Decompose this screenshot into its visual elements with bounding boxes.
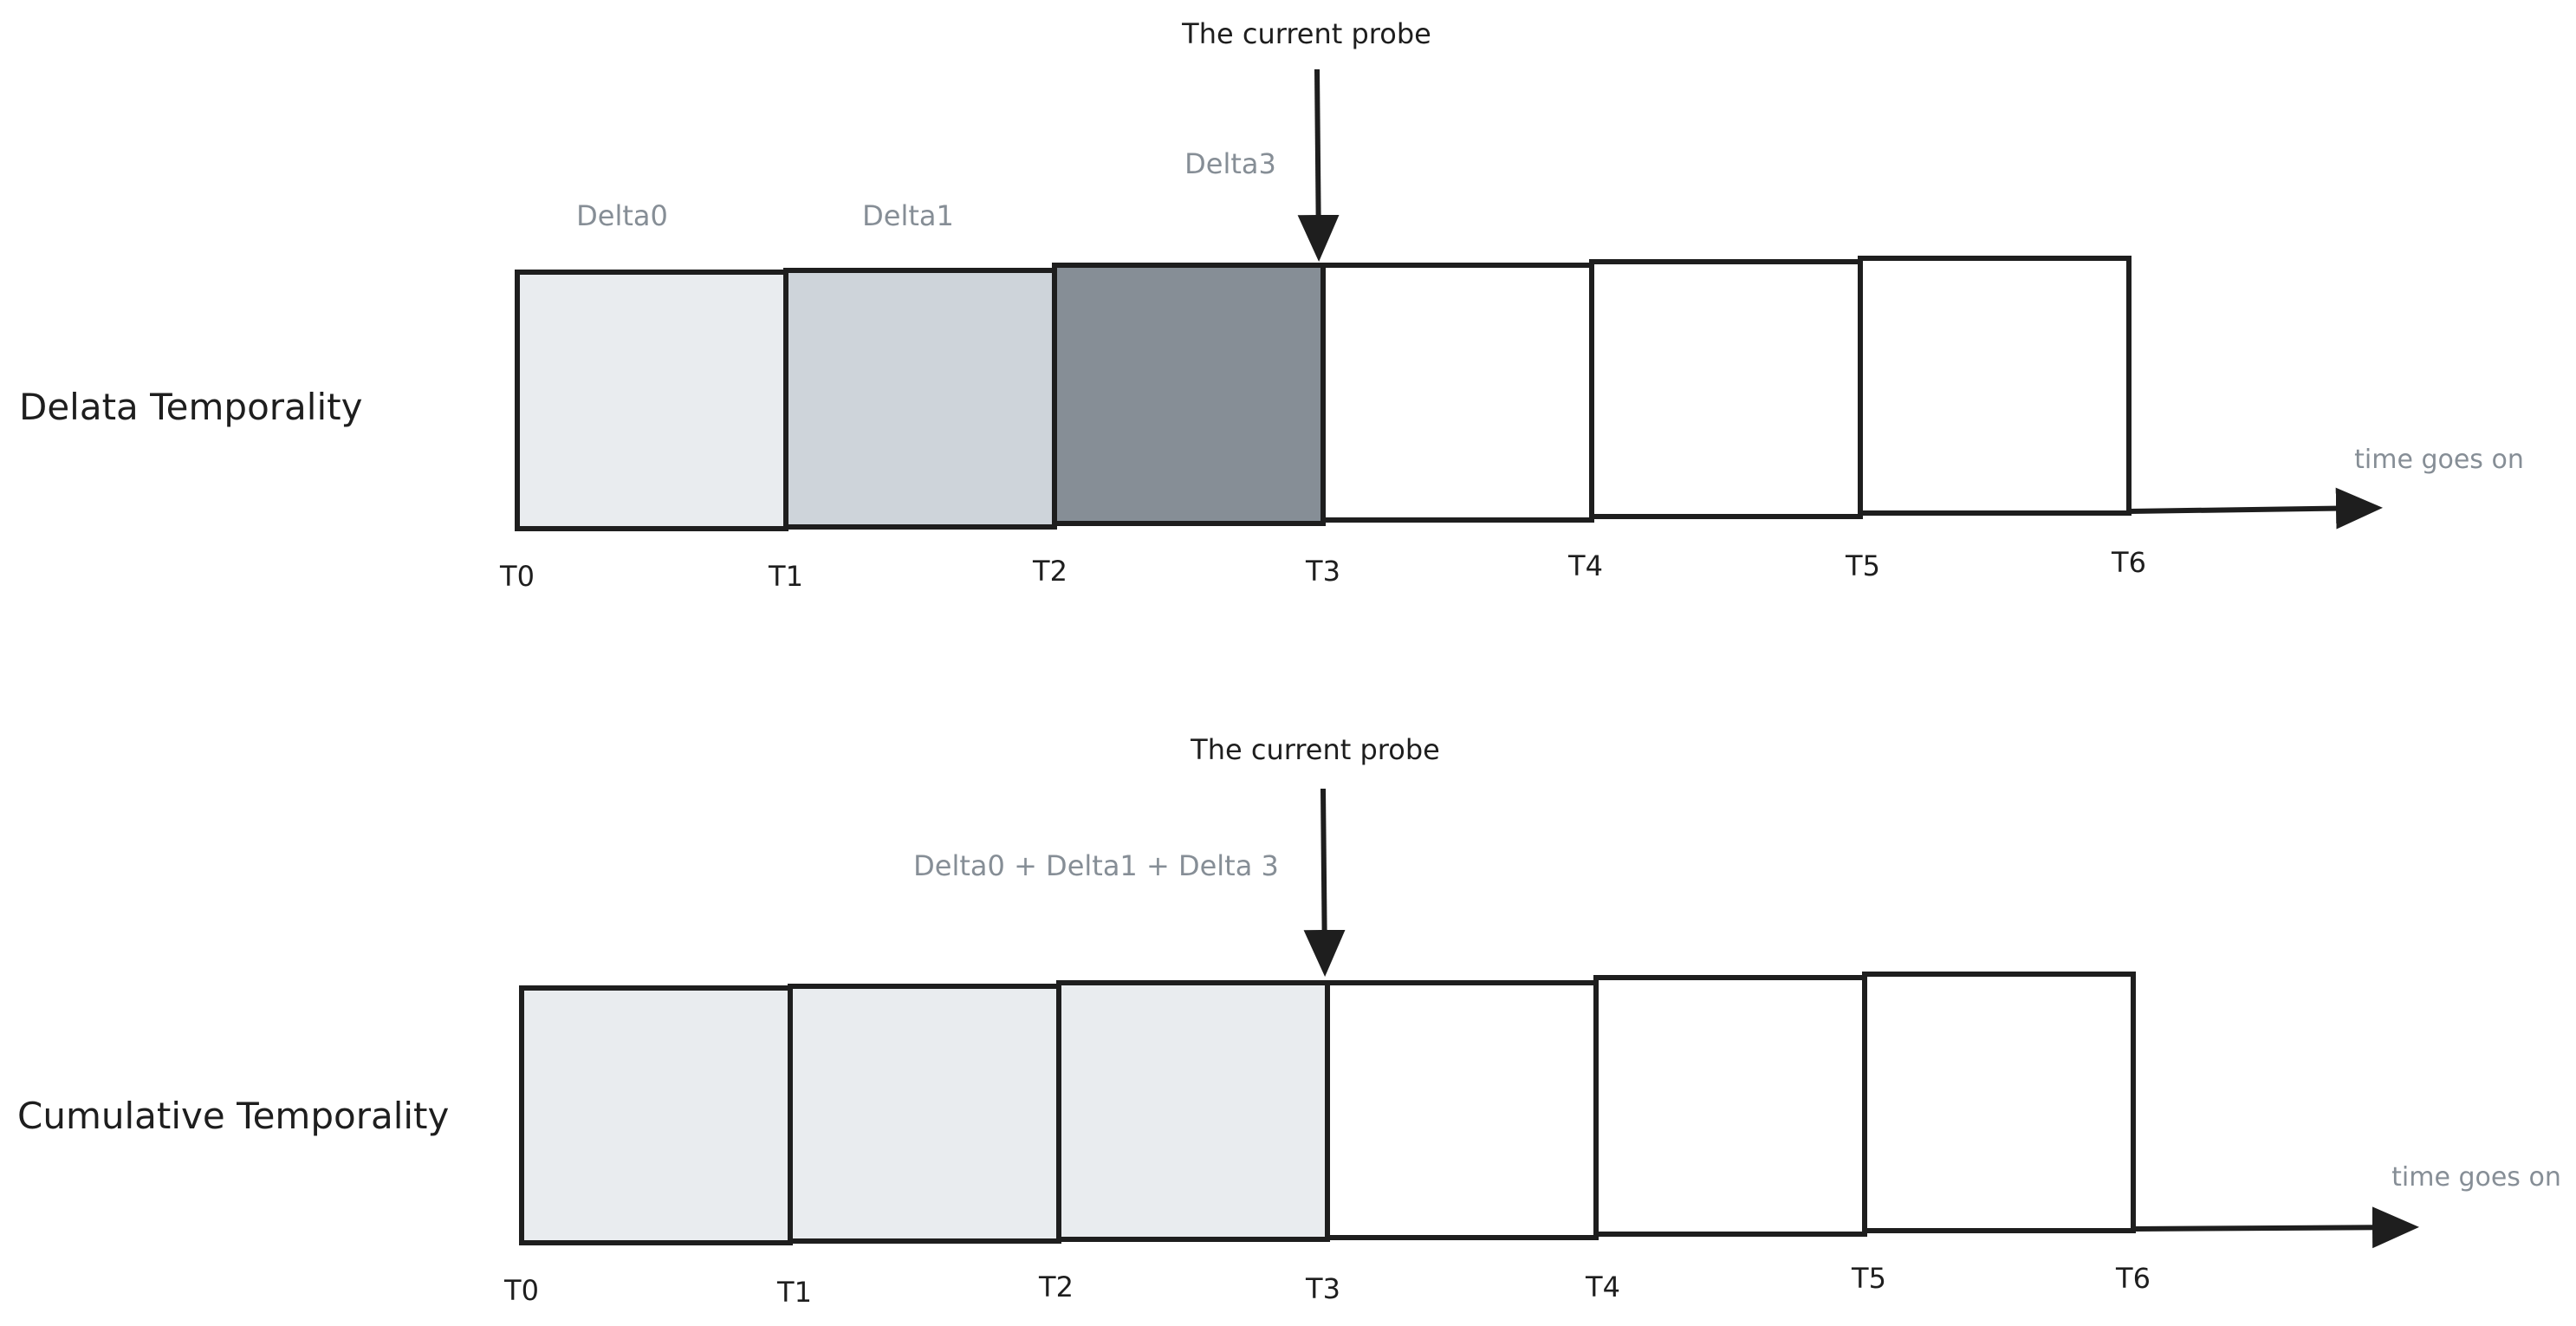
cumulative-row-label: Cumulative Temporality: [17, 1095, 449, 1137]
cumulative-box-5: [1862, 972, 2136, 1233]
cumulative-tick-5: T5: [1851, 1262, 1886, 1295]
cumulative-probe-label: The current probe: [1190, 733, 1440, 766]
cumulative-time-label: time goes on: [2391, 1162, 2561, 1193]
cumulative-tick-3: T3: [1305, 1272, 1340, 1305]
delta-tick-1: T1: [768, 560, 803, 593]
delta-tick-0: T0: [499, 560, 535, 593]
delta-time-label: time goes on: [2354, 445, 2524, 475]
cumulative-probe-arrow: [1303, 788, 1346, 977]
cumulative-tick-1: T1: [776, 1276, 812, 1309]
delta-tick-5: T5: [1845, 549, 1880, 582]
cumulative-tick-0: T0: [503, 1274, 539, 1307]
cumulative-box-0: [519, 985, 793, 1245]
delta-tick-6: T6: [2111, 546, 2146, 579]
cumulative-box-2: [1056, 980, 1330, 1242]
delta-interval-label-0: Delta0: [576, 199, 668, 232]
delta-tick-4: T4: [1567, 549, 1603, 582]
cumulative-time-arrow: [2132, 1206, 2419, 1249]
cumulative-box-1: [788, 984, 1061, 1244]
delta-tick-2: T2: [1032, 555, 1067, 588]
cumulative-tick-4: T4: [1585, 1271, 1620, 1303]
delta-row-label: Delata Temporality: [19, 386, 362, 428]
delta-box-0: [515, 270, 788, 531]
cumulative-box-4: [1593, 975, 1867, 1237]
cumulative-sum-label: Delta0 + Delta1 + Delta 3: [913, 849, 1279, 882]
delta-box-1: [783, 268, 1057, 530]
delta-time-arrow: [2128, 487, 2383, 530]
cumulative-tick-2: T2: [1038, 1271, 1074, 1303]
delta-box-3: [1320, 263, 1594, 523]
delta-tick-3: T3: [1305, 555, 1340, 588]
delta-section: Delata Temporality The current probe Del…: [19, 17, 2524, 593]
delta-interval-label-1: Delta1: [862, 199, 954, 232]
delta-probe-label: The current probe: [1181, 17, 1431, 50]
cumulative-tick-6: T6: [2115, 1262, 2151, 1295]
cumulative-section: Cumulative Temporality The current probe…: [17, 733, 2561, 1309]
delta-box-5: [1858, 256, 2132, 516]
delta-probe-arrow: [1297, 68, 1340, 262]
cumulative-box-3: [1325, 980, 1599, 1240]
delta-box-4: [1589, 259, 1863, 519]
delta-interval-label-2: Delta3: [1184, 147, 1276, 180]
delta-box-2: [1052, 263, 1326, 526]
